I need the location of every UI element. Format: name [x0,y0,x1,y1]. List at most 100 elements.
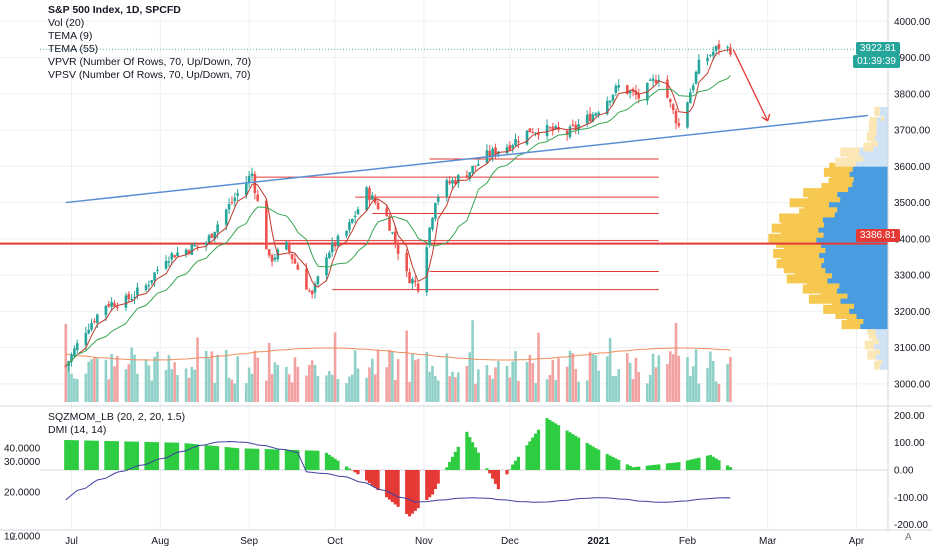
volume-bar [431,365,434,402]
momentum-bar [708,455,712,470]
candle-body [224,209,228,225]
momentum-bar [585,442,589,470]
candle-body [709,55,712,57]
candle-body [356,209,360,215]
momentum-bar [470,442,475,470]
zoom-icon[interactable]: Z [10,532,17,543]
momentum-bar [110,441,114,470]
candle-body [270,254,274,262]
level-price-tag: 3386.81 [855,229,900,242]
momentum-bar [147,441,151,470]
candle-body [107,304,111,307]
momentum-bar [605,454,609,470]
momentum-bar [270,449,274,470]
candle-body [617,85,621,88]
candle-body [296,264,300,270]
vp-row-down [776,259,822,269]
y-tick-label: 3300.00 [894,271,931,282]
vp-row-down [846,152,864,162]
volume-bar [729,357,732,402]
indicator-dmi[interactable]: DMI (14, 14) [48,424,107,436]
volume-bar [637,371,641,402]
volume-bar [689,375,692,402]
volume-bar [67,364,70,402]
candle-body [594,113,598,116]
momentum-bar [450,456,455,470]
vp-row-up [828,198,888,208]
auto-scale-icon[interactable]: A [905,532,912,543]
volume-bar [434,376,437,402]
indicator-vpvr[interactable]: VPVR (Number Of Rows, 70, Up/Down, 70) [48,56,252,68]
volume-bar [233,383,237,402]
momentum-bar [347,468,352,470]
volume-bar [588,351,592,402]
volume-bar [525,362,529,402]
vp-row-up [816,233,888,243]
candle-body [316,276,320,285]
vp-row-up [879,106,888,116]
momentum-bar [230,447,234,470]
vp-row-up [853,172,888,182]
momentum-bar [290,449,294,470]
lower-legend: SQZMOM_LB (20, 2, 20, 1.5) DMI (14, 14) [48,411,185,437]
momentum-bar [84,440,88,470]
volume-bar [608,337,612,402]
volume-bar [70,373,73,402]
momentum-bar [187,443,191,470]
momentum-bar [327,454,331,470]
momentum-bar [491,470,495,479]
vp-row-down [878,355,883,365]
volume-bar [451,371,454,402]
volume-bar [651,353,655,402]
candle-body [267,249,271,256]
momentum-bar [173,442,177,470]
volume-bar [551,359,555,402]
lower-right-tick: -100.00 [894,493,928,504]
momentum-bar [387,470,392,500]
momentum-bar [316,450,320,470]
candle-body [551,126,555,131]
momentum-bar [313,450,317,470]
volume-bar [697,383,701,402]
candle-body [565,131,569,135]
volume-bar [73,378,76,402]
tema-55-line [65,75,731,367]
candle-body [313,283,317,293]
indicator-vol[interactable]: Vol (20) [48,17,85,29]
momentum-bar [135,441,140,470]
momentum-bar [465,431,469,470]
candle-body [345,230,348,236]
symbol-title[interactable]: S&P 500 Index, 1D, SPCFD [48,4,181,16]
candle-body [376,202,380,209]
volume-bar [116,356,119,402]
vp-row-up [832,269,888,279]
momentum-bar [651,465,655,470]
vp-row-down [864,340,875,350]
volume-bar [207,358,211,402]
momentum-bar [628,465,632,470]
momentum-bar [273,449,277,470]
vp-row-down [828,177,853,187]
volume-bar [350,374,354,402]
candle-body [456,175,460,184]
vp-row-down [806,279,840,289]
indicator-sqzmom[interactable]: SQZMOM_LB (20, 2, 20, 1.5) [48,411,186,423]
vp-row-down [780,228,824,238]
vp-row-up [878,335,888,345]
volume-bar [456,372,460,402]
candle-body [307,290,311,292]
volume-bar [634,357,638,402]
indicator-tema-55[interactable]: TEMA (55) [48,43,99,55]
momentum-bar [264,449,268,470]
indicator-tema-9[interactable]: TEMA (9) [48,30,93,42]
momentum-bar [144,441,148,470]
candle-body [413,280,417,283]
volume-bar [408,381,411,402]
indicator-vpsv[interactable]: VPSV (Number Of Rows, 70, Up/Down, 70) [48,69,251,81]
volume-bar [617,369,621,402]
y-tick-label: 3200.00 [894,307,931,318]
momentum-bar [112,441,117,470]
volume-bar [534,383,537,402]
